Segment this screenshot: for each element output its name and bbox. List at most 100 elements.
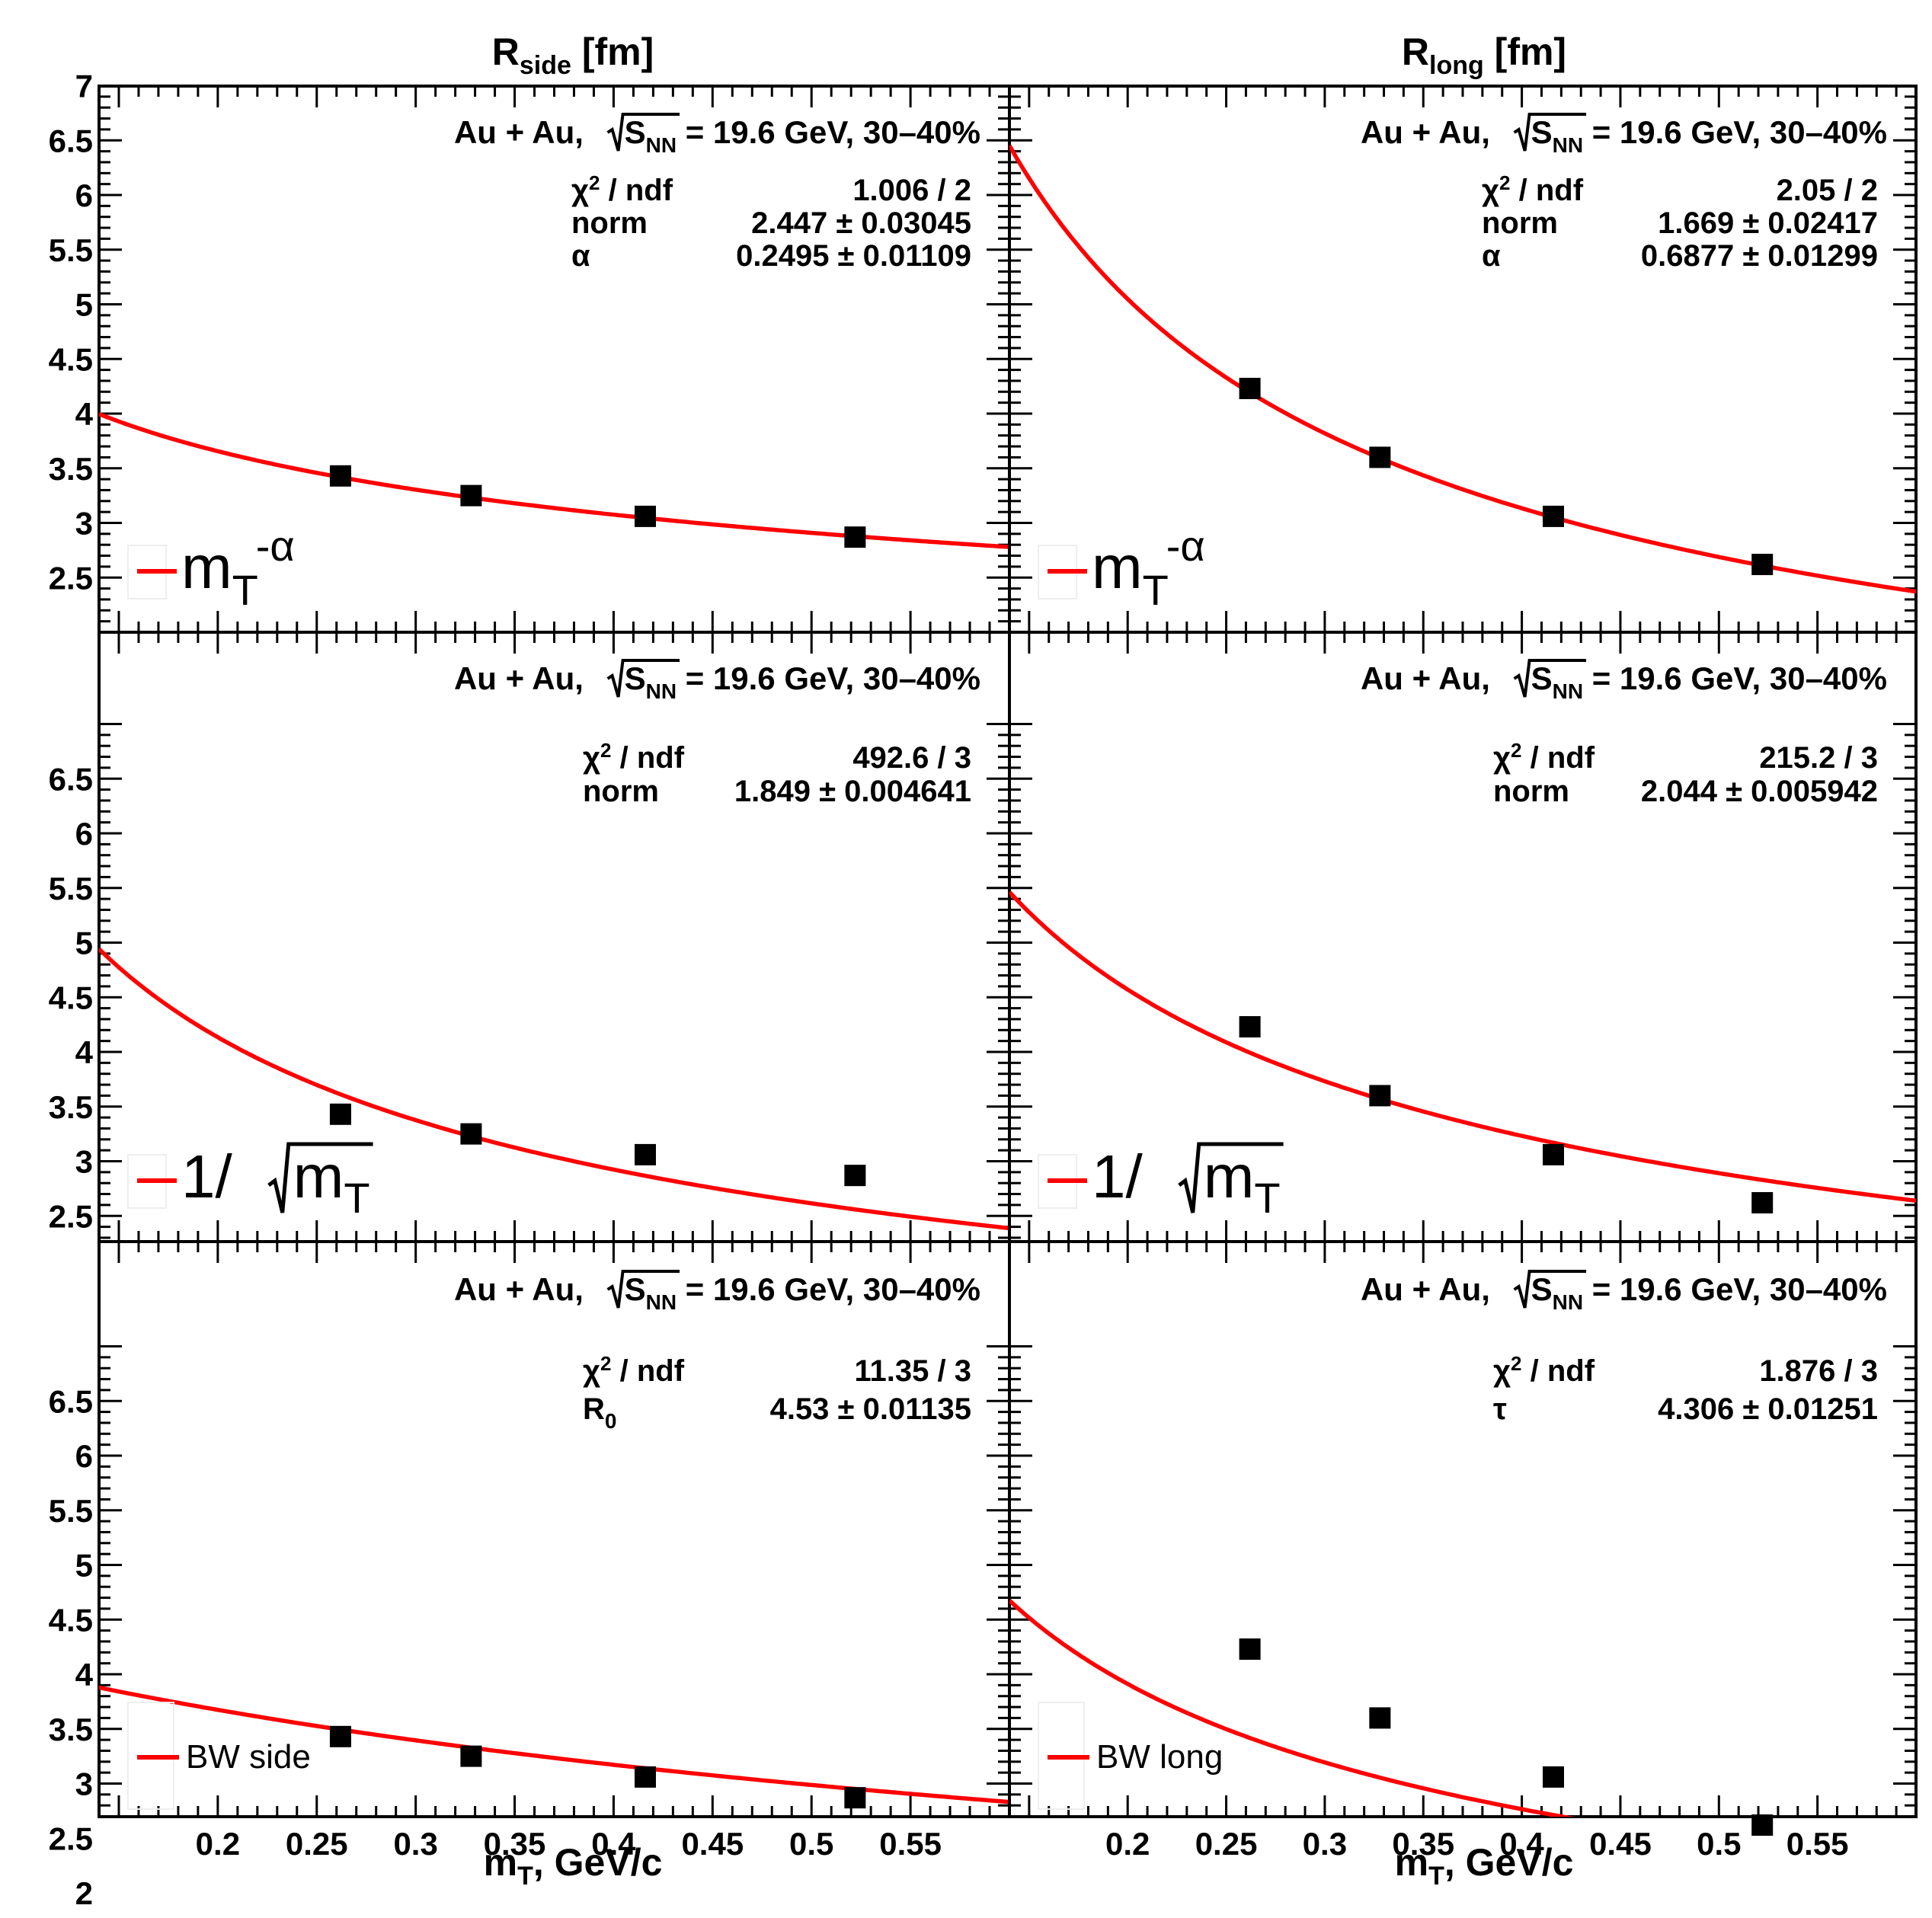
stats-value: 215.2 / 3 — [1759, 741, 1878, 775]
data-point — [460, 1745, 482, 1767]
stats-value: 0.6877 ± 0.01299 — [1641, 239, 1878, 273]
stats-value: 4.53 ± 0.01135 — [770, 1392, 971, 1426]
y-tick-label: 3 — [75, 506, 93, 542]
y-tick-label: 6 — [75, 1438, 93, 1474]
data-point — [1751, 1814, 1774, 1836]
panel-top-right: Au + Au, SNN = 19.6 GeV, 30–40% χ2 / ndf 2… — [1008, 85, 1918, 634]
stats-value: 11.35 / 3 — [855, 1354, 971, 1388]
sqrt-sign — [1513, 659, 1587, 698]
x-tick-label: 0.55 — [879, 1826, 942, 1862]
y-tick-label: 2.5 — [49, 1821, 93, 1856]
x-tick-label: 0.2 — [196, 1826, 240, 1862]
data-point — [1543, 505, 1564, 527]
x-axis-label-right: mT, GeV/c — [1395, 1841, 1574, 1891]
stats-label: norm — [583, 775, 659, 808]
header-annotation: Au + Au, SNN = 19.6 GeV, 30–40% — [454, 1271, 980, 1314]
data-point — [635, 1143, 656, 1165]
sqrt-sign — [606, 659, 680, 698]
data-point — [1239, 1638, 1261, 1660]
legend-label: BW long — [1096, 1738, 1223, 1776]
y-tick-label: 7 — [75, 69, 93, 104]
stats-label: χ2 / ndf — [1493, 1352, 1595, 1388]
data-point — [1239, 377, 1261, 399]
y-tick-label: 3 — [75, 1144, 93, 1180]
fit-curve — [1009, 1599, 1575, 1817]
x-tick-label: 0.35 — [1392, 1826, 1454, 1862]
data-point — [1369, 1085, 1391, 1107]
stats-label: χ2 / ndf — [1493, 739, 1595, 775]
y-tick-label: 5 — [75, 287, 93, 323]
panel-frame — [1008, 1240, 1918, 1818]
stats-label: τ — [1493, 1392, 1507, 1426]
fit-curve — [99, 947, 1009, 1231]
header-annotation: Au + Au, SNN = 19.6 GeV, 30–40% — [1361, 1271, 1887, 1314]
data-point — [1369, 446, 1391, 468]
data-point — [1751, 1192, 1774, 1214]
x-tick-label: 0.4 — [1499, 1826, 1544, 1862]
data-point — [329, 465, 351, 487]
x-tick-label: 0.45 — [681, 1826, 744, 1862]
y-tick-label: 2.5 — [49, 1198, 93, 1234]
panel-middle-left: 2.5 3 3.5 4 4.5 5 5.5 6 6.5 Au + Au, SNN = 19.6 G… — [49, 631, 1011, 1243]
y-tick-label: 5.5 — [49, 871, 93, 906]
panel-bottom-left: 2 2.5 3 3.5 4 4.5 5 5.5 6 6.5 0.2 0.25 0.3 0.35 0.4 0.4… — [49, 1240, 1011, 1911]
stats-value: 1.849 ± 0.004641 — [734, 775, 971, 808]
data-point — [1543, 1766, 1564, 1788]
sqrt-sign — [1513, 113, 1587, 152]
y-tick-label: 5.5 — [49, 1493, 93, 1529]
y-tick-label: 6 — [75, 816, 93, 852]
stats-value: 0.2495 ± 0.01109 — [736, 239, 971, 273]
data-point — [329, 1103, 351, 1125]
panel-frame — [98, 1240, 1011, 1818]
data-point — [844, 1787, 866, 1809]
data-point — [635, 1766, 656, 1788]
panel-frame — [98, 85, 1011, 634]
stats-value: 1.876 / 3 — [1759, 1354, 1878, 1388]
y-tick-label: 3.5 — [49, 1089, 93, 1125]
panel-bottom-right: 0.2 0.25 0.3 0.35 0.4 0.45 0.5 0.55 Au + Au, SNN… — [1008, 1240, 1918, 1862]
x-tick-label: 0.25 — [1195, 1826, 1258, 1862]
stats-label: α — [1482, 239, 1501, 273]
stats-value: 1.669 ± 0.02417 — [1658, 206, 1878, 240]
y-tick-label: 2.5 — [49, 560, 93, 596]
y-tick-label: 6.5 — [49, 761, 93, 797]
panel-frame — [1008, 85, 1918, 634]
x-tick-label: 0.3 — [1303, 1826, 1347, 1862]
fit-curve — [99, 411, 1009, 549]
x-tick-label: 0.55 — [1786, 1826, 1849, 1862]
x-tick-label: 0.4 — [591, 1826, 636, 1862]
y-tick-label: 4 — [75, 1657, 94, 1693]
legend-label: 1/ mT — [1092, 1143, 1281, 1222]
x-tick-label: 0.35 — [484, 1826, 546, 1862]
header-annotation: Au + Au, SNN = 19.6 GeV, 30–40% — [454, 660, 980, 703]
x-tick-label: 0.45 — [1589, 1826, 1652, 1862]
sqrt-sign — [606, 113, 680, 152]
stats-label: norm — [1482, 206, 1558, 240]
legend-label: 1/ mT — [181, 1143, 370, 1222]
y-tick-label: 5.5 — [49, 232, 93, 268]
stats-value: 2.044 ± 0.005942 — [1641, 775, 1878, 808]
panel-grid: 2.5 3 3.5 4 4.5 5 5.5 6 6.5 7 Au + Au, SNN = 19.6 … — [49, 69, 1918, 1911]
y-tick-label: 3.5 — [49, 451, 93, 487]
stats-value: 1.006 / 2 — [852, 174, 971, 207]
fit-curve — [1009, 890, 1916, 1204]
x-tick-label: 0.2 — [1105, 1826, 1150, 1862]
y-tick-label: 4.5 — [49, 980, 93, 1015]
y-tick-label: 5 — [75, 925, 93, 961]
col-title-rside: Rside [fm] — [492, 30, 654, 80]
stats-label: norm — [1493, 775, 1569, 808]
sqrt-sign — [267, 1142, 373, 1213]
legend-label: mT-α — [1092, 522, 1205, 614]
stats-label: norm — [571, 206, 648, 240]
sqrt-sign — [1178, 1142, 1284, 1213]
stats-label: χ2 / ndf — [1482, 171, 1584, 207]
data-point — [1543, 1143, 1564, 1165]
y-tick-label: 2 — [75, 1875, 93, 1911]
data-point — [1239, 1015, 1261, 1037]
header-annotation: Au + Au, SNN = 19.6 GeV, 30–40% — [1361, 114, 1887, 157]
x-tick-label: 0.5 — [789, 1826, 833, 1862]
stats-value: 2.05 / 2 — [1777, 174, 1878, 207]
data-point — [329, 1725, 351, 1747]
stats-label: χ2 / ndf — [583, 739, 685, 775]
